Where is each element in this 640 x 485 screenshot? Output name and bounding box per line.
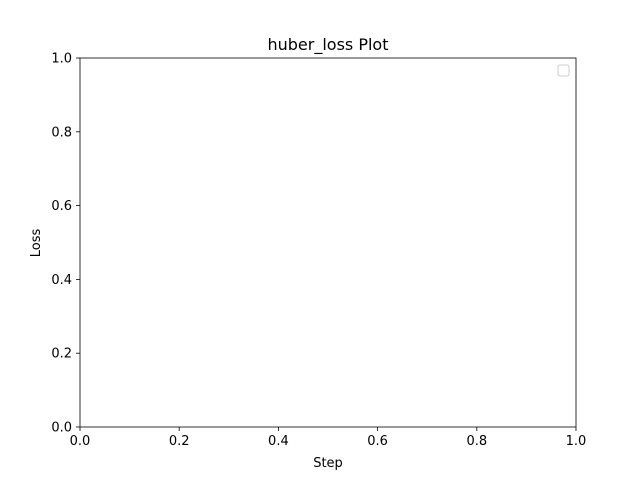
x-tick-label: 0.6	[367, 434, 388, 449]
plot-frame	[79, 57, 577, 428]
y-tick-label: 1.0	[51, 52, 72, 67]
x-tick-label: 0.2	[169, 434, 190, 449]
y-axis-ticks: 0.0 0.2 0.4 0.6 0.8 1.0	[51, 52, 80, 436]
x-tick-label: 0.4	[268, 434, 289, 449]
y-tick-label: 0.8	[51, 125, 72, 140]
x-axis-label: Step	[313, 456, 343, 471]
x-tick-label: 0.8	[466, 434, 487, 449]
legend-box	[557, 64, 570, 77]
y-tick-label: 0.2	[51, 347, 72, 362]
y-axis-label: Loss	[29, 229, 44, 258]
y-tick-label: 0.0	[51, 421, 72, 436]
y-tick-label: 0.4	[51, 273, 72, 288]
x-tick-label: 1.0	[566, 434, 587, 449]
plot-area	[80, 58, 576, 427]
y-tick-label: 0.6	[51, 199, 72, 214]
chart-title: huber_loss Plot	[267, 35, 388, 55]
x-tick-label: 0.0	[70, 434, 91, 449]
x-axis-ticks: 0.0 0.2 0.4 0.6 0.8 1.0	[70, 427, 587, 449]
